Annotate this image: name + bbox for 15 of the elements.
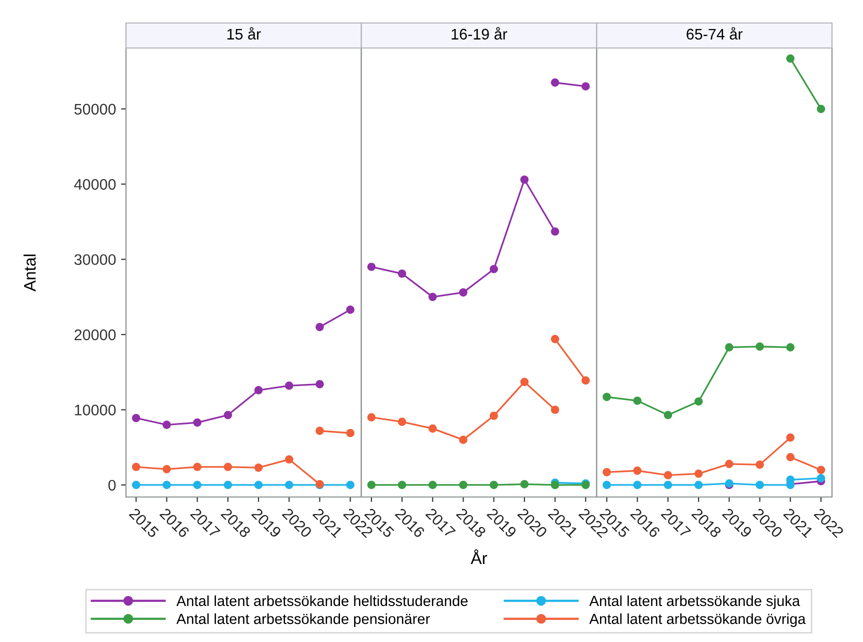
y-axis-title: Antal — [24, 254, 36, 292]
y-tick-label: 20000 — [74, 329, 116, 340]
legend-label: Antal latent arbetssökande övriga — [589, 613, 806, 627]
y-tick-label: 30000 — [74, 254, 116, 266]
y-tick-label: 40000 — [74, 178, 116, 190]
y-tick-label: 0 — [108, 480, 116, 491]
x-axis-title: År — [470, 549, 488, 564]
chart-title: 15 år — [227, 27, 261, 40]
legend-label: Antal latent arbetssökande heltidsstuderande — [176, 595, 468, 606]
chart-title: 16-19 år — [452, 27, 508, 40]
y-tick-label: 10000 — [74, 404, 116, 416]
legend-label: Antal latent arbetssökande pensionärer — [176, 613, 430, 627]
y-tick-label: 50000 — [74, 104, 116, 115]
chart-title: 65-74 år — [686, 27, 743, 40]
legend-label: Antal latent arbetssökande sjuka — [589, 595, 800, 609]
